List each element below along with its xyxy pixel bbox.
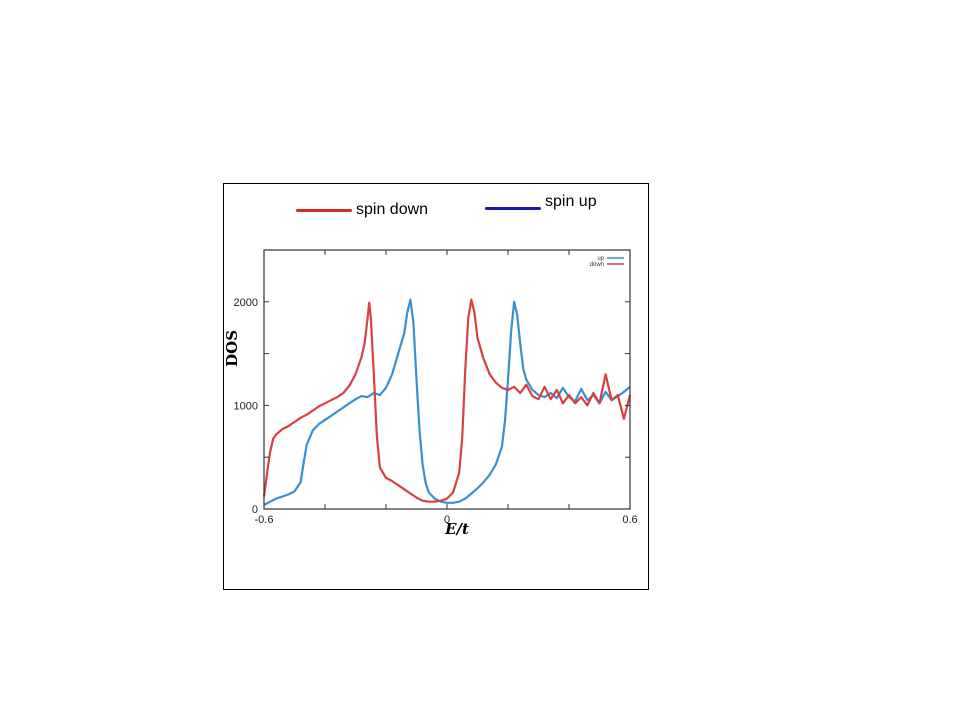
spin-up-swatch (485, 206, 541, 210)
y-tick-label: 2000 (234, 297, 258, 309)
spin-down-label: spin down (356, 201, 429, 218)
spin-down-swatch (296, 208, 352, 212)
y-axis-label: DOS (224, 330, 241, 367)
spin-up-label: spin up (545, 193, 597, 210)
inner-legend-label-up: up (597, 256, 604, 262)
legend-spin-down: spin down (296, 201, 428, 219)
x-tick-label: -0.6 (255, 514, 274, 526)
plot-border (263, 249, 631, 510)
plot-layer (262, 298, 632, 506)
y-tick-label: 1000 (234, 400, 258, 412)
x-tick-label: 0.6 (622, 514, 637, 526)
x-axis-label: E/t (444, 520, 469, 538)
inner-legend-label-down: down (590, 262, 604, 268)
legend-spin-up: spin up (485, 193, 597, 211)
y-tick-label: 0 (252, 504, 258, 516)
series-line-down (262, 298, 632, 503)
x-tick-label: 0 (444, 514, 450, 526)
chart-frame: spin down spin up -0.6 0 0.6 0 1000 2000 up do… (223, 183, 649, 590)
series-line-up (263, 298, 631, 506)
